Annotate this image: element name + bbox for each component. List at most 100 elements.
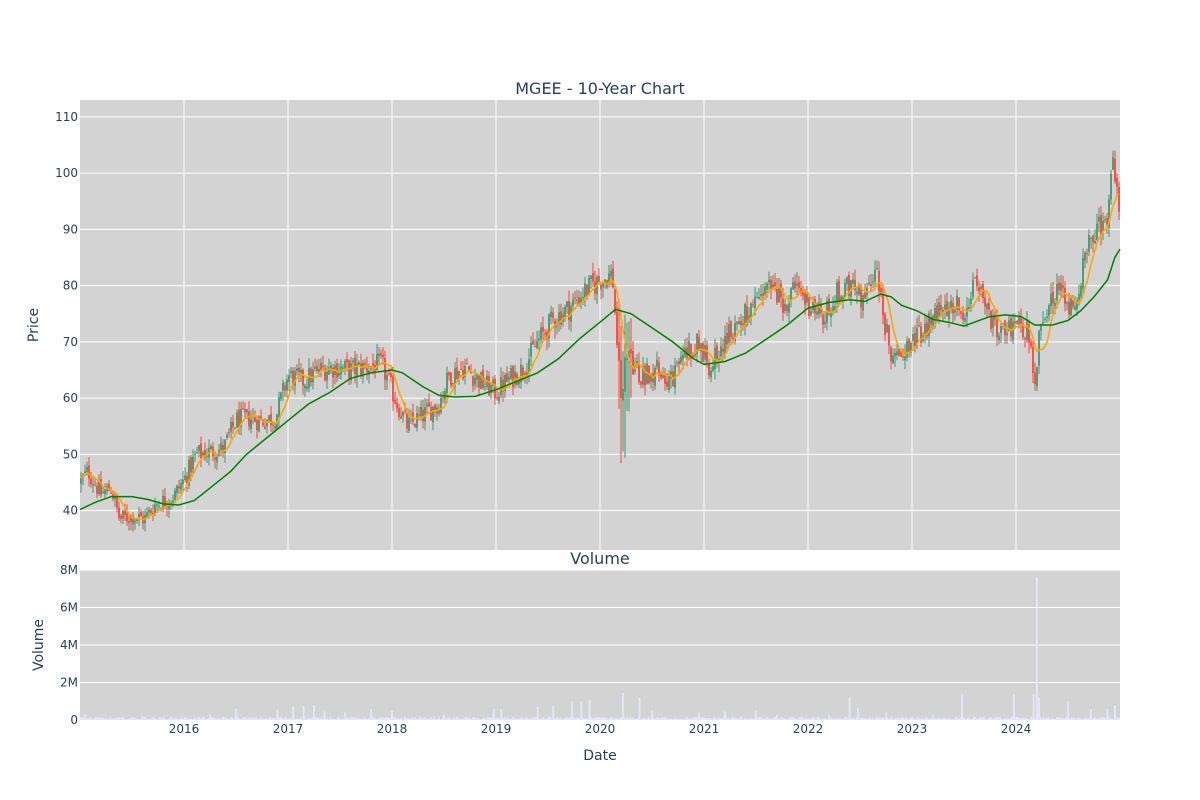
candle-body bbox=[254, 417, 256, 422]
volume-bar bbox=[1059, 717, 1061, 720]
volume-bar bbox=[854, 719, 856, 720]
volume-bar bbox=[900, 717, 902, 720]
volume-bar bbox=[562, 718, 565, 720]
volume-bar bbox=[904, 718, 907, 720]
candle-body bbox=[788, 303, 790, 313]
candle-body bbox=[816, 311, 818, 315]
volume-bar bbox=[1010, 718, 1012, 720]
candle-body bbox=[182, 479, 184, 485]
candle-body bbox=[608, 273, 610, 285]
candle-body bbox=[752, 304, 754, 306]
volume-bar bbox=[858, 718, 860, 720]
candle-body bbox=[828, 298, 830, 315]
candle-body bbox=[610, 270, 612, 277]
volume-bar-spike bbox=[588, 700, 591, 720]
candle-body bbox=[766, 283, 768, 290]
candle-body bbox=[1084, 252, 1086, 261]
candle-body bbox=[198, 445, 200, 451]
volume-bar bbox=[1029, 718, 1031, 720]
volume-bar-spike bbox=[755, 710, 757, 720]
candle-body bbox=[980, 286, 982, 290]
volume-bar bbox=[1096, 718, 1098, 720]
candle-body bbox=[584, 283, 586, 298]
volume-bar bbox=[971, 718, 973, 720]
volume-bar bbox=[843, 717, 846, 720]
volume-bar bbox=[845, 717, 847, 720]
volume-bar bbox=[761, 718, 764, 720]
candle-body bbox=[616, 311, 618, 345]
volume-bar bbox=[280, 717, 283, 720]
candle-body bbox=[228, 432, 230, 434]
volume-bar bbox=[742, 719, 745, 720]
candle-body bbox=[530, 342, 532, 357]
volume-bar bbox=[521, 717, 523, 720]
volume-bar bbox=[347, 717, 349, 720]
volume-bar bbox=[861, 718, 863, 720]
volume-bar bbox=[617, 719, 620, 720]
candle-body bbox=[804, 293, 806, 305]
candle-body bbox=[780, 284, 782, 298]
volume-bar bbox=[999, 717, 1002, 720]
candle-body bbox=[1092, 235, 1094, 243]
candle-body bbox=[650, 374, 652, 382]
volume-bar bbox=[727, 717, 730, 720]
volume-bar bbox=[458, 718, 461, 720]
candle-body bbox=[462, 370, 464, 379]
volume-bar bbox=[151, 718, 153, 720]
volume-bar bbox=[357, 718, 360, 720]
volume-bar bbox=[118, 717, 121, 720]
candle-body bbox=[124, 510, 126, 515]
volume-bar bbox=[203, 717, 205, 720]
candle-body bbox=[90, 478, 92, 485]
candle-body bbox=[574, 297, 576, 299]
volume-bar bbox=[91, 718, 94, 720]
volume-bar bbox=[989, 717, 991, 720]
volume-bar bbox=[337, 717, 339, 720]
candle-body bbox=[706, 345, 708, 362]
volume-y-tick: 8M bbox=[60, 563, 78, 577]
volume-bar-spike bbox=[857, 707, 859, 720]
volume-bar bbox=[819, 718, 822, 720]
volume-bar bbox=[659, 718, 661, 720]
candle-body bbox=[532, 340, 534, 345]
volume-bar bbox=[246, 719, 248, 720]
candle-body bbox=[988, 303, 990, 310]
volume-bar bbox=[123, 717, 125, 720]
candle-body bbox=[414, 423, 416, 427]
candle-body bbox=[316, 366, 318, 371]
volume-bar bbox=[139, 718, 141, 720]
volume-bar bbox=[623, 717, 626, 720]
candle-body bbox=[248, 411, 250, 427]
candle-body bbox=[202, 452, 204, 456]
candle-body bbox=[260, 416, 262, 419]
volume-bar bbox=[582, 717, 584, 720]
volume-bar bbox=[822, 718, 825, 720]
volume-bar bbox=[250, 718, 253, 720]
volume-bar bbox=[167, 719, 170, 720]
volume-bar bbox=[432, 719, 434, 720]
candle-body bbox=[940, 305, 942, 311]
volume-bar-spike bbox=[209, 714, 211, 720]
candle-body bbox=[500, 377, 502, 395]
candle-body bbox=[188, 459, 190, 486]
volume-bar bbox=[195, 718, 198, 720]
candle-body bbox=[100, 478, 102, 495]
volume-bar bbox=[488, 717, 491, 720]
volume-bar-spike bbox=[1089, 708, 1092, 720]
volume-bar-spike bbox=[827, 714, 830, 720]
volume-bar bbox=[909, 717, 911, 720]
candle-body bbox=[678, 361, 680, 365]
candle-body bbox=[786, 305, 788, 312]
volume-bar bbox=[821, 717, 823, 720]
volume-bar bbox=[959, 717, 961, 720]
volume-bar bbox=[641, 718, 644, 720]
volume-bar bbox=[1001, 719, 1003, 720]
candle-body bbox=[434, 404, 436, 412]
volume-bar bbox=[805, 717, 807, 720]
volume-bar bbox=[834, 718, 837, 720]
volume-bar-spike bbox=[1113, 705, 1116, 720]
volume-bar bbox=[873, 719, 875, 720]
candle-body bbox=[1026, 322, 1028, 341]
candle-body bbox=[872, 281, 874, 283]
candle-body bbox=[286, 379, 288, 391]
